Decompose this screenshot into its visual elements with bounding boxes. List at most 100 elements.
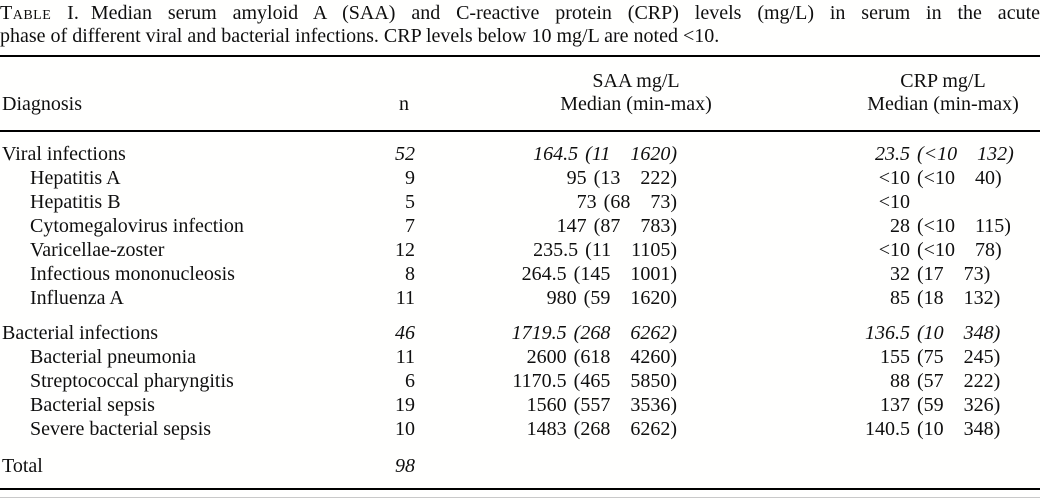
diagnosis-cell: Hepatitis B xyxy=(30,191,121,213)
saa-range: (618 4260) xyxy=(573,346,677,368)
table-row: Cytomegalovirus infection 7 147 (87 783) … xyxy=(0,214,1040,238)
diagnosis-cell: Influenza A xyxy=(30,287,124,309)
crp-range: (10 348) xyxy=(917,418,1001,440)
saa-median: 1560 xyxy=(526,394,567,416)
crp-cell: 85 (18 132) xyxy=(677,286,1000,310)
n-cell: 46 xyxy=(395,322,415,344)
column-header-crp: CRP mg/L Median (min-max) xyxy=(813,70,1040,116)
crp-median: 140.5 xyxy=(865,418,910,440)
diagnosis-cell: Bacterial pneumonia xyxy=(30,346,197,368)
crp-cell: 23.5 (<10 132) xyxy=(677,142,1014,166)
table-row: Severe bacterial sepsis 10 1483 (268 6262… xyxy=(0,417,1040,441)
saa-cell: 147 (87 783) xyxy=(415,214,677,238)
saa-range: (268 6262) xyxy=(573,418,677,440)
diagnosis-cell: Infectious mononucleosis xyxy=(30,263,235,285)
table-header: Diagnosis n SAA mg/L Median (min-max) CR… xyxy=(0,68,1040,116)
table-row-total: Total 98 xyxy=(0,454,1040,478)
crp-range: (<10 132) xyxy=(917,143,1014,165)
saa-range: (465 5850) xyxy=(573,370,677,392)
scan-edge-line xyxy=(0,497,1040,498)
diagnosis-cell: Hepatitis A xyxy=(30,167,121,189)
crp-median: 23.5 xyxy=(875,143,910,165)
diagnosis-cell: Streptococcal pharyngitis xyxy=(30,370,234,392)
crp-cell: 136.5 (10 348) xyxy=(677,321,1000,345)
saa-range: (68 73) xyxy=(603,191,677,213)
table-body: Viral infections 52 164.5 (11 1620) 23.5 (… xyxy=(0,142,1040,478)
table-row: Hepatitis A 9 95 (13 222) <10 (<10 40) xyxy=(0,166,1040,190)
diagnosis-cell: Severe bacterial sepsis xyxy=(30,418,212,440)
table-row: Viral infections 52 164.5 (11 1620) 23.5 (… xyxy=(0,142,1040,166)
crp-cell: 28 (<10 115) xyxy=(677,214,1011,238)
crp-range: (<10 78) xyxy=(917,239,1002,261)
saa-median: 1170.5 xyxy=(512,370,567,392)
crp-header-line2: Median (min-max) xyxy=(867,93,1019,115)
saa-median: 147 xyxy=(556,215,587,237)
table-row: Varicellae-zoster 12 235.5 (11 1105) <10 (… xyxy=(0,238,1040,262)
diagnosis-cell: Total xyxy=(2,455,43,477)
crp-range: (75 245) xyxy=(917,346,1001,368)
saa-range: (59 1620) xyxy=(583,287,677,309)
crp-cell: 137 (59 326) xyxy=(677,393,1000,417)
saa-median: 235.5 xyxy=(533,239,579,261)
crp-median: <10 xyxy=(878,191,910,213)
saa-range: (87 783) xyxy=(593,215,677,237)
diagnosis-cell: Bacterial infections xyxy=(2,322,159,344)
crp-median: 137 xyxy=(880,394,910,416)
saa-cell: 235.5 (11 1105) xyxy=(415,238,677,262)
diagnosis-cell: Viral infections xyxy=(2,143,126,165)
table-row: Streptococcal pharyngitis 6 1170.5 (465 5… xyxy=(0,369,1040,393)
crp-median: 32 xyxy=(890,263,910,285)
horizontal-rule-bottom xyxy=(0,488,1040,490)
crp-range: (<10 40) xyxy=(917,167,1002,189)
saa-header-line2: Median (min-max) xyxy=(560,93,712,115)
crp-cell: <10 (<10 78) xyxy=(677,238,1002,262)
table-row: Influenza A 11 980 (59 1620) 85 (18 132) xyxy=(0,286,1040,310)
caption-text-line1: Median serum amyloid A (SAA) and C-react… xyxy=(90,2,1040,24)
n-cell: 52 xyxy=(395,143,415,165)
crp-range: (18 132) xyxy=(917,287,1001,309)
diagnosis-cell: Bacterial sepsis xyxy=(30,394,155,416)
column-header-saa: SAA mg/L Median (min-max) xyxy=(506,70,766,116)
n-cell: 11 xyxy=(395,287,415,309)
crp-median: 155 xyxy=(880,346,910,368)
saa-median: 73 xyxy=(576,191,597,213)
n-cell: 6 xyxy=(405,370,415,392)
saa-median: 264.5 xyxy=(521,263,567,285)
crp-median xyxy=(677,454,910,478)
crp-header-line1: CRP mg/L xyxy=(900,70,986,92)
crp-median: 28 xyxy=(890,215,910,237)
crp-median: 136.5 xyxy=(865,322,910,344)
crp-median: <10 xyxy=(878,239,910,261)
horizontal-rule-top xyxy=(0,55,1040,57)
caption-line-2: phase of different viral and bacterial i… xyxy=(0,25,1040,48)
saa-median: 2600 xyxy=(526,346,567,368)
table-row: Bacterial infections 46 1719.5 (268 6262)… xyxy=(0,321,1040,345)
saa-cell: 73 (68 73) xyxy=(415,190,677,214)
n-cell: 19 xyxy=(395,394,415,416)
saa-cell: 264.5 (145 1001) xyxy=(415,262,677,286)
n-cell: 98 xyxy=(395,455,415,477)
crp-median: <10 xyxy=(878,167,910,189)
n-cell: 5 xyxy=(405,191,415,213)
crp-range: (57 222) xyxy=(917,370,1001,392)
crp-cell: 140.5 (10 348) xyxy=(677,417,1000,441)
column-header-diagnosis: Diagnosis xyxy=(2,93,82,115)
n-cell: 12 xyxy=(395,239,415,261)
caption-table-label: Table xyxy=(0,2,52,24)
crp-median: 85 xyxy=(890,287,910,309)
saa-range: (145 1001) xyxy=(573,263,677,285)
crp-range: (59 326) xyxy=(917,394,1001,416)
saa-cell: 1170.5 (465 5850) xyxy=(415,369,677,393)
crp-median: 88 xyxy=(890,370,910,392)
horizontal-rule-header xyxy=(0,130,1040,132)
n-cell: 9 xyxy=(405,167,415,189)
saa-median: 1719.5 xyxy=(511,322,567,344)
saa-median: 980 xyxy=(546,287,577,309)
caption-text-line2: phase of different viral and bacterial i… xyxy=(0,25,720,47)
table-row: Hepatitis B 5 73 (68 73) <10 xyxy=(0,190,1040,214)
saa-median: 164.5 xyxy=(533,143,579,165)
saa-cell: 1719.5 (268 6262) xyxy=(415,321,677,345)
saa-range: (11 1620) xyxy=(585,143,677,165)
saa-range: (11 1105) xyxy=(585,239,677,261)
